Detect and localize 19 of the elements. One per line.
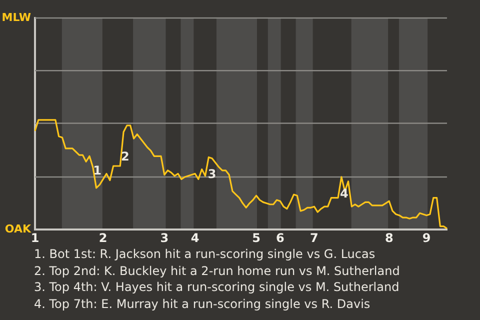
annotation: 1: [93, 164, 102, 178]
x-tick-label: 2: [98, 230, 108, 245]
text: MLW: [2, 10, 31, 24]
x-tick-label: 8: [384, 230, 394, 245]
x-tick-label: 7: [310, 230, 318, 245]
annotation: 3: [208, 166, 216, 181]
text: OAK: [4, 222, 32, 236]
text: 2. Top 2nd: K. Buckley hit a 2-run home run vs M. Sutherland: [34, 262, 400, 279]
text: 4. Top 7th: E. Murray hit a run-scoring single vs R. Davis: [34, 296, 372, 312]
x-tick-label: 9: [422, 230, 431, 245]
annotation: 2: [121, 149, 130, 164]
x-tick-label: 3: [160, 230, 169, 245]
text: 1. Bot 1st: R. Jackson hit a run-scoring single vs G. Lucas: [34, 246, 376, 262]
x-tick-label: 4: [190, 230, 200, 245]
x-tick-label: 6: [276, 230, 284, 245]
x-tick-label: 1: [30, 230, 40, 245]
annotation: 4: [340, 186, 348, 201]
x-tick-label: 5: [252, 230, 260, 245]
text: 3. Top 4th: V. Hayes hit a run-scoring single vs M. Sutherland: [34, 279, 400, 296]
